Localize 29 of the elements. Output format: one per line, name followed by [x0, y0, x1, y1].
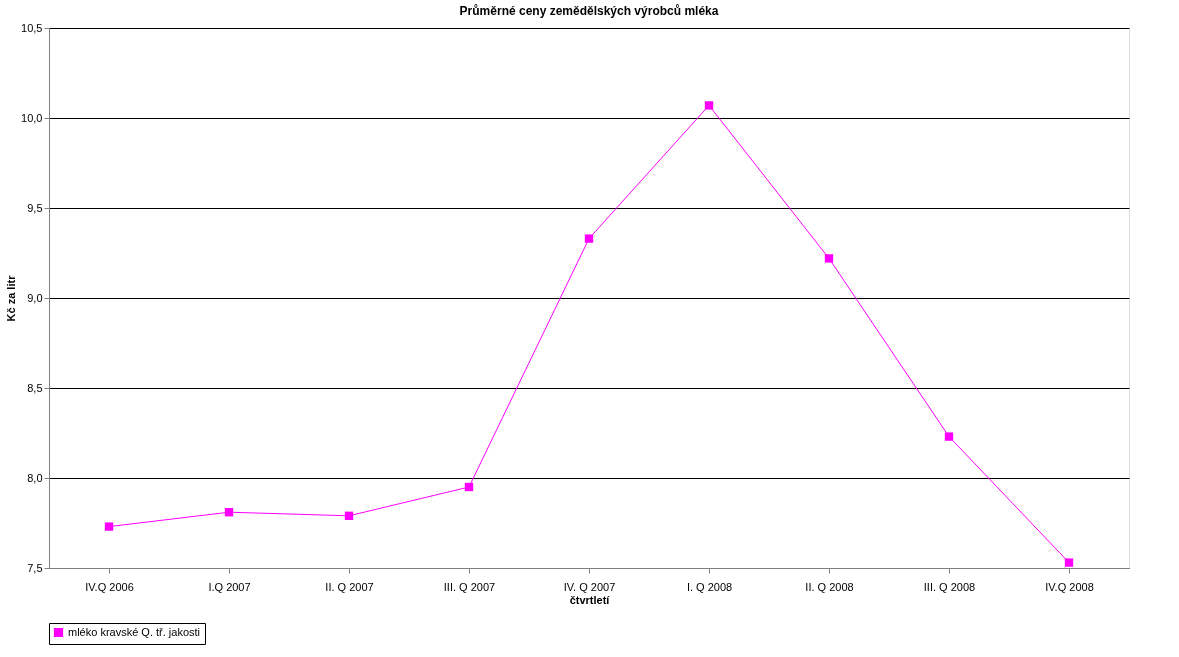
x-tick-label: IV.Q 2008: [1045, 580, 1094, 593]
y-axis-title: Kč za litr: [5, 274, 18, 322]
y-tick-label: 10,5: [21, 21, 43, 34]
x-tick-label: III. Q 2007: [443, 580, 496, 593]
y-tick-label: 8,0: [27, 471, 43, 484]
x-tick-label: II. Q 2008: [805, 580, 854, 593]
point: [1064, 558, 1074, 567]
x-tick-label: I.Q 2007: [208, 580, 251, 593]
y-tick-label: 7,5: [27, 561, 43, 574]
point: [704, 101, 714, 110]
y-tick-label: 9,5: [27, 201, 43, 214]
y-tick-label: 9,0: [27, 291, 43, 304]
point: [464, 482, 474, 492]
y-tick-label: 10,0: [21, 111, 43, 124]
point: [584, 234, 594, 243]
point: [944, 432, 954, 441]
legend-label: mléko kravské Q. tř. jakosti: [68, 625, 201, 638]
x-axis-title: čtvrtletí: [569, 593, 611, 606]
point: [104, 522, 114, 531]
x-tick-label: I. Q 2008: [686, 580, 733, 593]
point: [224, 508, 234, 517]
point: [344, 511, 354, 520]
point: [824, 254, 834, 263]
x-tick-label: II. Q 2007: [325, 580, 374, 593]
chart-title: Průměrné ceny zemědělských výrobců mléka: [459, 4, 719, 18]
x-tick-label: III. Q 2008: [923, 580, 976, 593]
x-tick-label: IV.Q 2006: [85, 580, 134, 593]
y-tick-label: 8,5: [27, 381, 43, 394]
x-tick-label: IV. Q 2007: [563, 580, 616, 593]
